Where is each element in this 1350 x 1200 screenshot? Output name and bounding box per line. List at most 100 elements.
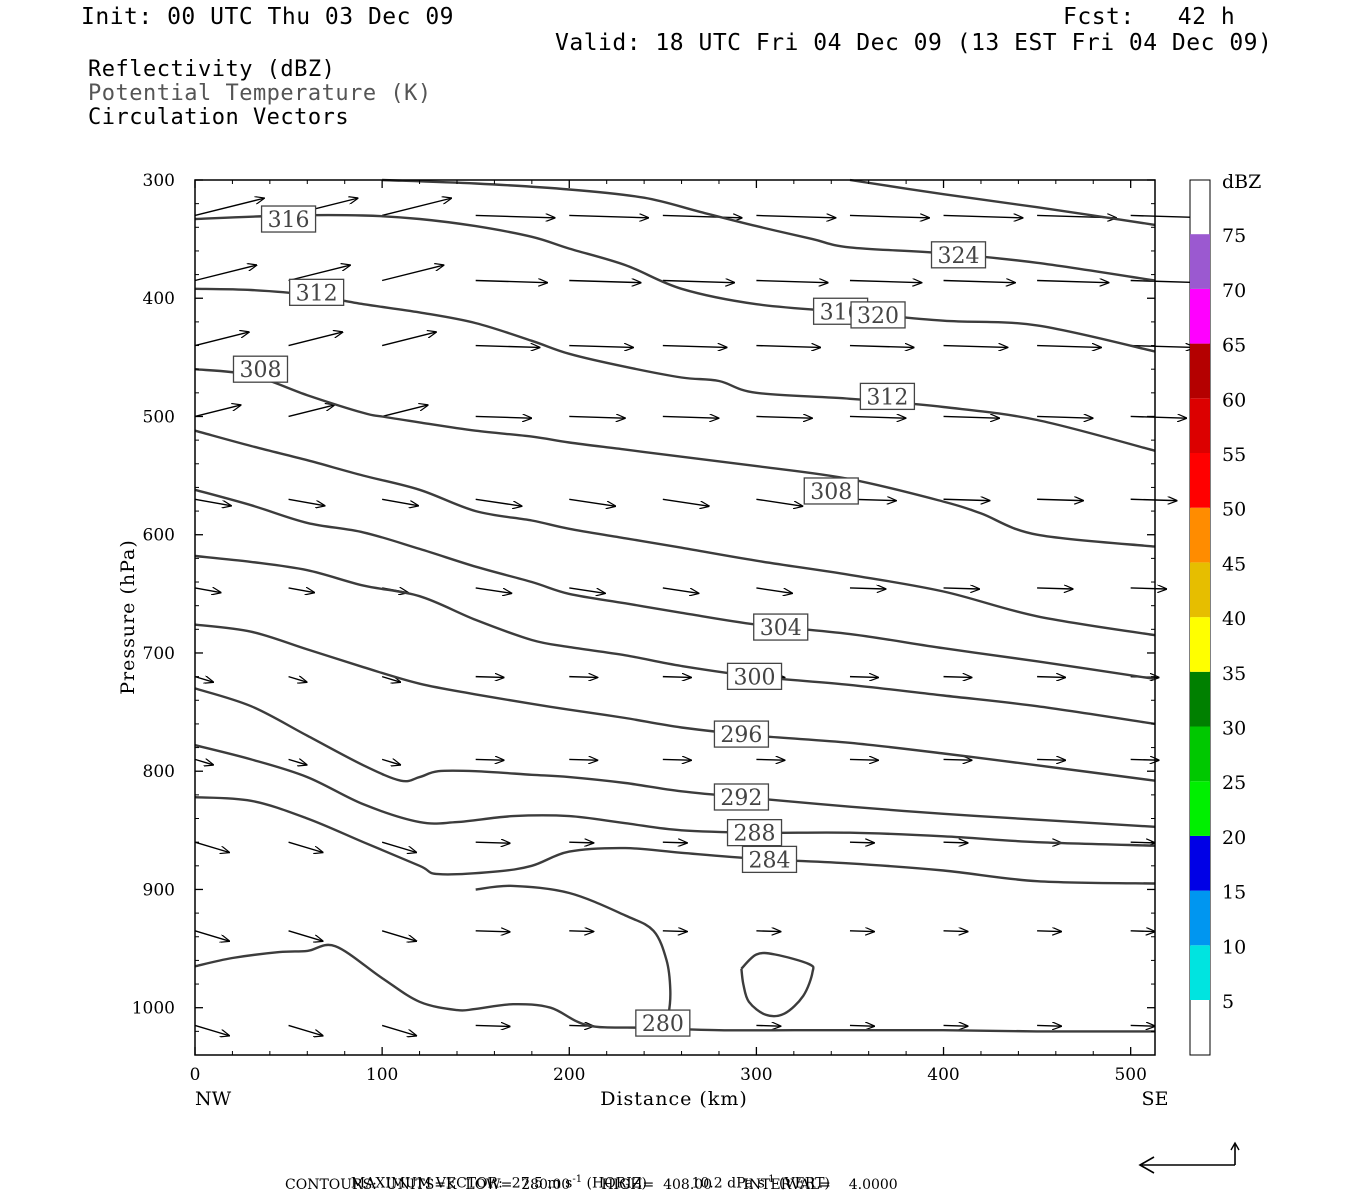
isentrope-label-box <box>713 783 770 811</box>
isentrope-280 <box>475 884 672 1027</box>
circulation-vector <box>1130 931 1155 932</box>
isentrope-label-text: 324 <box>938 244 980 269</box>
colorbar-band <box>1190 835 1210 891</box>
x-tick-label: 300 <box>740 1065 772 1085</box>
max-vector-vert: 10.2 dPa s <box>691 1175 765 1192</box>
x-tick-label: 500 <box>1114 1065 1146 1085</box>
isentrope-label-text: 304 <box>760 616 802 641</box>
circulation-vector <box>943 842 968 843</box>
circulation-vector <box>1037 499 1083 500</box>
circulation-vector <box>475 1025 510 1026</box>
circulation-vector <box>381 1024 416 1035</box>
circulation-vector <box>662 498 709 506</box>
circulation-vector <box>1130 499 1177 500</box>
circulation-vector <box>662 346 727 348</box>
circulation-vector <box>569 498 615 506</box>
isentrope-label-text: 280 <box>642 1012 684 1037</box>
circulation-vector <box>288 498 325 505</box>
vert-tag: (VERT) <box>779 1175 830 1192</box>
colorbar-band <box>1190 234 1210 289</box>
circulation-vector <box>662 759 691 760</box>
isentrope-label-box <box>850 301 906 329</box>
isentrope-label-box <box>930 241 987 269</box>
max-vector-horiz: 27.5 m s <box>511 1175 573 1192</box>
circulation-vector <box>849 759 878 760</box>
isentrope-label-box <box>726 662 783 691</box>
circulation-vector <box>756 498 802 506</box>
isentrope-label-312: 312 <box>288 278 345 306</box>
isentrope-label-box <box>260 205 317 233</box>
colorbar-band <box>1190 507 1210 563</box>
circulation-vector <box>756 416 812 418</box>
colorbar-band <box>1190 398 1210 453</box>
isentrope-316 <box>194 287 1156 452</box>
circulation-vector <box>662 416 719 418</box>
isentrope-284 <box>194 796 1156 885</box>
isentrope-label-text: 296 <box>720 723 762 748</box>
circulation-vector <box>849 215 929 217</box>
isentrope-label-box <box>859 382 916 411</box>
x-right-end-label: SE <box>1142 1088 1169 1110</box>
colorbar-tick-label: 45 <box>1222 553 1246 575</box>
circulation-vector <box>1037 346 1101 348</box>
x-tick-label: 100 <box>366 1065 398 1085</box>
isentrope-label-text: 316 <box>268 208 310 233</box>
colorbar-band <box>1190 562 1210 618</box>
colorbar-tick-label: 5 <box>1222 991 1234 1013</box>
circulation-vector <box>569 215 648 217</box>
circulation-vector <box>569 677 597 678</box>
max-vector-line: MAXIMUM VECTOR: 27.5 m s -1 (HORIZ) 10.2 … <box>342 1158 830 1192</box>
isentrope-label-text: 284 <box>749 848 791 873</box>
field-circulation-vectors: Circulation Vectors <box>88 105 350 130</box>
isentrope-280 <box>740 951 815 1018</box>
isentrope-label-288: 288 <box>726 818 783 847</box>
colorbar-band <box>1190 781 1210 836</box>
vert-exponent: -1 <box>764 1174 775 1185</box>
isentrope-label-box <box>753 613 809 641</box>
isentrope-label-text: 292 <box>720 786 762 811</box>
colorbar-tick-label: 20 <box>1222 827 1246 849</box>
contours-info: CONTOURS: UNITS=K LOW= 280.00 HIGH= 408.… <box>285 1177 898 1193</box>
colorbar-tick-label: 15 <box>1222 882 1246 904</box>
colorbar-band <box>1190 726 1210 782</box>
horiz-tag: (HORIZ) <box>586 1175 647 1192</box>
circulation-vector <box>943 759 972 760</box>
isentrope-label-box <box>635 1009 691 1037</box>
isentrope-label-300: 300 <box>726 662 783 691</box>
circulation-vector <box>1037 759 1065 760</box>
circulation-vector <box>569 416 625 418</box>
isentrope-328 <box>849 178 1156 227</box>
isentrope-label-box <box>713 720 770 748</box>
circulation-vector <box>288 265 350 282</box>
forecast-hour: Fcst: 42 h <box>1063 4 1236 30</box>
colorbar-tick-label: 50 <box>1222 499 1246 521</box>
circulation-vector <box>381 759 400 764</box>
isentrope-288 <box>194 744 1156 847</box>
circulation-vector <box>475 416 532 418</box>
colorbar-band <box>1190 671 1210 727</box>
colorbar-band <box>1190 890 1210 946</box>
circulation-vector <box>1037 931 1061 932</box>
circulation-vector <box>194 588 221 593</box>
circulation-vector <box>756 1025 780 1026</box>
isentrope-label-292: 292 <box>713 783 770 811</box>
circulation-vector <box>288 759 307 764</box>
y-tick-label: 800 <box>143 762 175 782</box>
isentrope-296 <box>194 623 1156 782</box>
init-time: Init: 00 UTC Thu 03 Dec 09 <box>81 4 455 30</box>
circulation-vector <box>1037 588 1073 589</box>
circulation-vector <box>194 198 264 217</box>
circulation-vectors <box>194 198 1210 1035</box>
circulation-vector <box>662 587 699 593</box>
max-vector-label: MAXIMUM VECTOR: <box>350 1175 503 1192</box>
circulation-vector <box>943 677 972 678</box>
circulation-vector <box>943 499 990 500</box>
circulation-vector <box>475 281 547 283</box>
y-tick-label: 500 <box>143 407 175 427</box>
circulation-vector <box>849 281 921 283</box>
isentrope-label-box <box>726 818 783 847</box>
circulation-vector <box>288 588 315 593</box>
isentrope-label-text: 308 <box>239 358 281 383</box>
colorbar-tick-label: 75 <box>1222 225 1246 247</box>
